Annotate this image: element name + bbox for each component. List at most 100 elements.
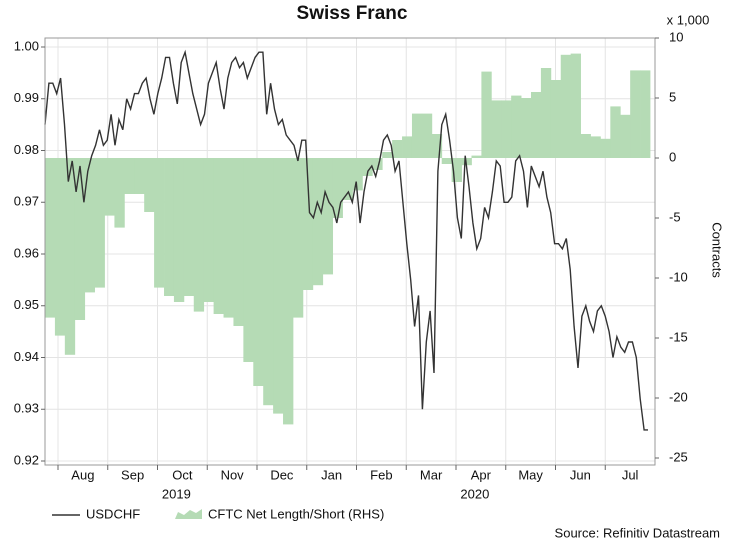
usdchf-line [44, 49, 648, 431]
x-tick-label: Dec [270, 467, 294, 482]
y2-unit: x 1,000 [667, 12, 710, 27]
year-label: 2019 [162, 486, 191, 501]
cftc-bar [233, 158, 244, 326]
cftc-bar [243, 158, 254, 362]
cftc-bar [213, 158, 224, 314]
cftc-bar [491, 100, 502, 158]
cftc-bar [332, 158, 343, 218]
cftc-bar [461, 158, 472, 166]
cftc-bar [471, 155, 482, 158]
y-tick-label: 0.93 [14, 401, 39, 416]
legend-label: USDCHF [86, 506, 140, 521]
cftc-bar [382, 152, 393, 158]
cftc-bar [94, 158, 105, 288]
cftc-bar [263, 158, 274, 406]
legend-label: CFTC Net Length/Short (RHS) [208, 506, 384, 521]
x-tick-label: Mar [420, 467, 443, 482]
y-tick-label: 0.94 [14, 349, 39, 364]
cftc-bar [54, 158, 66, 336]
y-tick-label: 0.95 [14, 297, 39, 312]
cftc-bar [431, 134, 443, 158]
x-tick-label: May [518, 467, 543, 482]
cftc-bar [441, 158, 453, 164]
cftc-bar [521, 98, 532, 158]
cftc-bar [550, 80, 562, 158]
cftc-bar [402, 136, 413, 158]
cftc-bar [134, 158, 145, 194]
cftc-bar [292, 158, 304, 318]
cftc-bar [352, 158, 363, 191]
y2-tick-label: 5 [669, 89, 676, 104]
cftc-bar [64, 158, 76, 355]
cftc-bar [104, 158, 115, 216]
cftc-bar [144, 158, 155, 212]
y-tick-label: 0.96 [14, 245, 39, 260]
cftc-bar [164, 158, 175, 296]
source: Source: Refinitiv Datastream [555, 525, 720, 540]
cftc-bar [372, 158, 383, 170]
cftc-bar [580, 134, 591, 158]
y2-tick-label: -15 [669, 329, 688, 344]
cftc-bar [630, 70, 641, 158]
cftc-bar [45, 158, 56, 318]
cftc-bar [74, 158, 86, 320]
y2-tick-label: -10 [669, 269, 688, 284]
plot-frame [44, 37, 656, 466]
y2-axis-label: Contracts [710, 222, 725, 278]
cftc-bar [114, 158, 125, 228]
cftc-bar [392, 140, 403, 158]
cftc-bar [511, 95, 522, 158]
x-tick-label: Jan [321, 467, 342, 482]
cftc-bar [411, 113, 423, 158]
chart-title: Swiss Franc [297, 3, 408, 24]
cftc-bar [193, 158, 205, 312]
cftc-bar [501, 100, 512, 158]
cftc-bar [590, 136, 601, 158]
cftc-bar [610, 106, 621, 158]
x-tick-label: Jun [570, 467, 591, 482]
cftc-bar [173, 158, 185, 302]
y2-tick-label: -20 [669, 389, 688, 404]
y2-tick-label: 10 [669, 29, 683, 44]
y2-tick-label: -5 [669, 209, 681, 224]
cftc-bar [302, 158, 314, 290]
cftc-bar [312, 158, 324, 286]
y2-tick-label: 0 [669, 149, 676, 164]
cftc-bar [530, 92, 542, 158]
cftc-bar [540, 68, 552, 158]
cftc-bar [253, 158, 264, 386]
x-tick-label: Nov [221, 467, 245, 482]
cftc-bar [620, 114, 631, 158]
year-label: 2020 [460, 486, 489, 501]
cftc-bar [570, 53, 581, 158]
cftc-bar [560, 54, 572, 158]
cftc-bar [223, 158, 234, 318]
x-tick-label: Jul [622, 467, 639, 482]
y-tick-label: 1.00 [14, 38, 39, 53]
cftc-bar [362, 158, 373, 176]
cftc-bar [183, 158, 195, 296]
cftc-bar [124, 158, 135, 194]
y-tick-label: 0.99 [14, 90, 39, 105]
cftc-bar [273, 158, 284, 414]
cftc-bar [342, 158, 353, 200]
y2-tick-label: -25 [669, 449, 688, 464]
x-tick-label: Feb [370, 467, 392, 482]
cftc-bar [84, 158, 95, 293]
cftc-bar [283, 158, 294, 425]
cftc-bar [322, 158, 334, 275]
x-tick-label: Sep [121, 467, 144, 482]
cftc-bar [600, 138, 611, 158]
x-tick-label: Oct [172, 467, 193, 482]
cftc-bar [481, 71, 492, 158]
y-tick-label: 0.92 [14, 452, 39, 467]
cftc-bar [451, 158, 462, 182]
x-tick-label: Apr [471, 467, 492, 482]
cftc-bar [203, 158, 215, 302]
cftc-bar [154, 158, 165, 288]
y-tick-label: 0.98 [14, 142, 39, 157]
legend-area [175, 509, 202, 519]
cftc-bar [421, 113, 433, 158]
x-tick-label: Aug [71, 467, 94, 482]
